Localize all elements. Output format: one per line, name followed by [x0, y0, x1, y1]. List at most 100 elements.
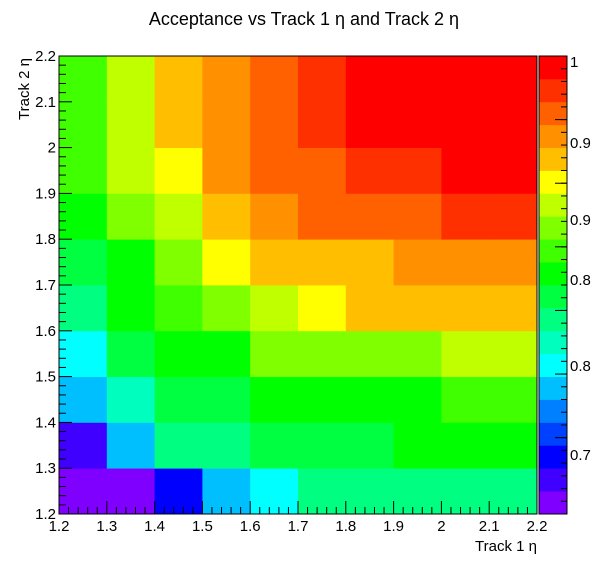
colorbar-segment	[539, 330, 567, 355]
heatmap-cell	[154, 376, 203, 423]
colorbar-segment	[539, 491, 567, 515]
heatmap-cell	[154, 285, 203, 332]
colorbar-segment	[539, 285, 567, 309]
colorbar-tick-label: 0.9	[570, 212, 591, 229]
colorbar-segment	[539, 147, 567, 171]
heatmap-cell	[489, 376, 538, 423]
heatmap-cell	[106, 239, 155, 286]
heatmap-cell	[59, 422, 108, 469]
colorbar-tick-label: 1	[570, 54, 578, 71]
heatmap-cell	[345, 285, 394, 332]
heatmap-cell	[441, 330, 490, 377]
heatmap-cell	[441, 193, 490, 240]
heatmap-cell	[106, 376, 155, 423]
heatmap-cell	[59, 285, 108, 332]
heatmap-cell	[489, 330, 538, 377]
colorbar-segment	[539, 376, 567, 400]
colorbar-segment	[539, 124, 567, 148]
colorbar-segment	[539, 78, 567, 103]
colorbar-tick-label: 0.8	[570, 358, 591, 375]
heatmap-cell	[106, 147, 155, 194]
y-tick-label: 2.1	[35, 94, 56, 111]
heatmap-cell	[441, 376, 490, 423]
heatmap-cell	[298, 330, 347, 377]
heatmap-cell	[202, 330, 251, 377]
chart-title: Acceptance vs Track 1 η and Track 2 η	[149, 9, 459, 29]
heatmap-cell	[393, 468, 442, 515]
heatmap-cell	[202, 468, 251, 515]
heatmap-cell	[489, 422, 538, 469]
heatmap-cell	[441, 422, 490, 469]
heatmap-cell	[106, 101, 155, 148]
y-axis: 1.2 1.3 1.4 1.5 1.6 1.7 1.8 1.9 2 2.1 2.2	[35, 48, 72, 523]
colorbar-segment	[539, 353, 567, 377]
x-axis: 1.2 1.3 1.4 1.5 1.6 1.7 1.8 1.9 2 2.1 2.2	[49, 501, 547, 535]
heatmap-cell	[202, 239, 251, 286]
x-tick-label: 1.4	[144, 518, 165, 535]
heatmap-cell	[106, 330, 155, 377]
y-tick-label: 1.7	[35, 277, 56, 294]
heatmap-cell	[298, 101, 347, 148]
heatmap-cell	[154, 468, 203, 515]
heatmap-cell	[106, 468, 155, 515]
heatmap-cell	[345, 330, 394, 377]
heatmap-cell	[393, 376, 442, 423]
y-tick-label: 2	[48, 140, 56, 157]
heatmap-cell	[154, 147, 203, 194]
x-tick-label: 1.2	[49, 518, 70, 535]
y-tick-label: 1.3	[35, 460, 56, 477]
heatmap-cell	[106, 56, 155, 103]
colorbar-segment	[539, 216, 567, 240]
x-tick-label: 1.5	[192, 518, 213, 535]
colorbar-segment	[539, 468, 567, 492]
heatmap-cell	[250, 422, 299, 469]
heatmap-cell	[59, 56, 108, 103]
colorbar-segment	[539, 239, 567, 263]
heatmap-cell	[154, 239, 203, 286]
heatmap-cell	[489, 468, 538, 515]
colorbar-segment	[539, 193, 567, 217]
heatmap-cell	[345, 56, 394, 103]
heatmap-cell	[489, 56, 538, 103]
heatmap-cell	[441, 468, 490, 515]
x-tick-label: 1.9	[383, 518, 404, 535]
colorbar-segment	[539, 307, 567, 332]
heatmap-cell	[59, 101, 108, 148]
heatmap-cell	[345, 422, 394, 469]
heatmap-cell	[59, 193, 108, 240]
heatmap-cell	[250, 147, 299, 194]
colorbar-tick-label: 0.9	[570, 135, 591, 152]
colorbar-segment	[539, 170, 567, 194]
heatmap-cell	[441, 56, 490, 103]
colorbar-segment	[539, 445, 567, 469]
heatmap-cell	[106, 422, 155, 469]
colorbar	[539, 56, 567, 515]
heatmap-cell	[154, 422, 203, 469]
heatmap-cell	[59, 239, 108, 286]
heatmap-cell	[250, 193, 299, 240]
x-tick-label: 1.3	[96, 518, 117, 535]
heatmap-cell	[441, 147, 490, 194]
heatmap-cell	[393, 422, 442, 469]
colorbar-axis: 0.7 0.8 0.8 0.9 0.9 1	[555, 54, 591, 502]
heatmap-cell	[202, 193, 251, 240]
x-tick-label: 1.6	[240, 518, 261, 535]
colorbar-segment	[539, 422, 567, 446]
heatmap-cell	[59, 330, 108, 377]
colorbar-tick-label: 0.7	[570, 447, 591, 464]
heatmap-cell	[250, 285, 299, 332]
heatmap-cell	[393, 56, 442, 103]
heatmap-cell	[298, 239, 347, 286]
heatmap-cell	[345, 468, 394, 515]
heatmap-cell	[59, 147, 108, 194]
heatmap-cell	[345, 239, 394, 286]
heatmap-cell	[345, 193, 394, 240]
x-tick-label: 1.7	[288, 518, 309, 535]
heatmap-cell	[489, 239, 538, 286]
colorbar-segment	[539, 262, 567, 286]
heatmap-cell	[106, 285, 155, 332]
y-tick-label: 1.9	[35, 185, 56, 202]
heatmap-cell	[298, 422, 347, 469]
x-tick-label: 2.1	[479, 518, 500, 535]
heatmap-cells	[59, 56, 538, 515]
